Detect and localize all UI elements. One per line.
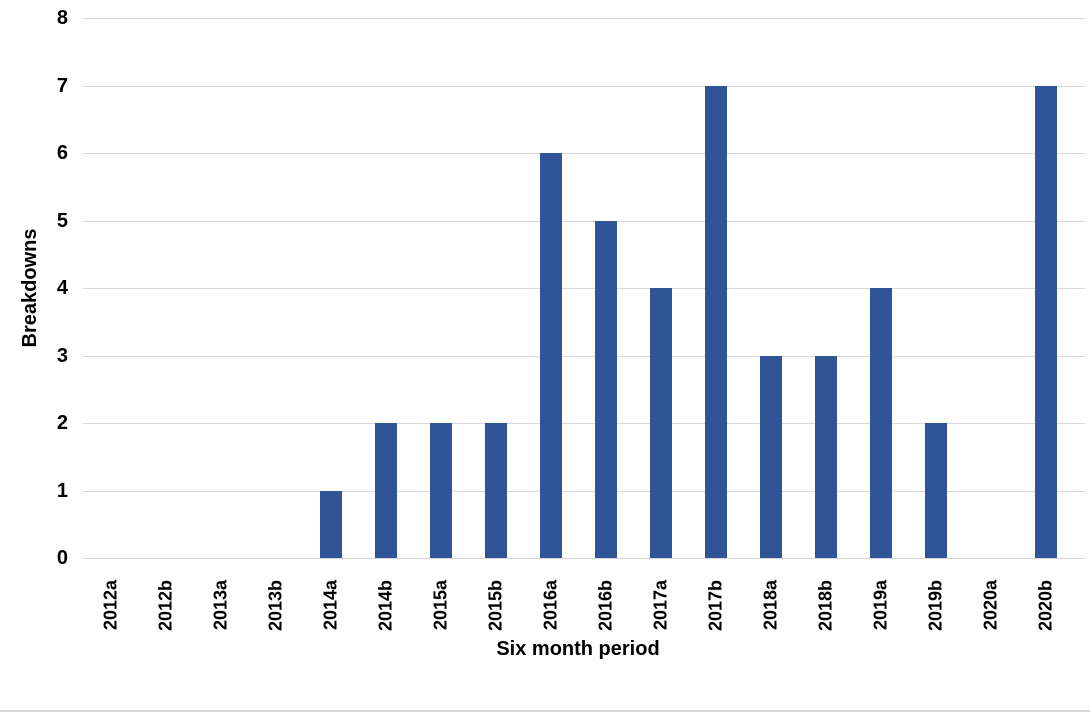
x-tick-label-2013b: 2013b <box>265 579 285 631</box>
x-axis-line <box>83 558 1085 559</box>
x-tick-label-2013a: 2013a <box>210 579 230 631</box>
y-tick-label: 7 <box>56 74 68 97</box>
x-tick-label-2012a: 2012a <box>100 579 120 631</box>
bar-2020b <box>1034 85 1057 558</box>
bar-2014b <box>374 423 397 558</box>
bar-2016b <box>594 220 617 558</box>
bar-2019a <box>869 288 892 558</box>
y-tick-label: 1 <box>56 479 68 502</box>
bar-2018b <box>814 355 837 558</box>
bar-2017a <box>649 288 672 558</box>
x-axis-title: Six month period <box>496 638 660 660</box>
x-tick-label-2014a: 2014a <box>320 579 340 631</box>
x-tick-label-2015a: 2015a <box>430 579 450 631</box>
x-tick-label-2014b: 2014b <box>375 579 395 631</box>
gridline <box>83 490 1085 492</box>
gridline <box>83 153 1085 154</box>
y-tick-label: 3 <box>56 344 68 367</box>
page-bottom-divider <box>0 710 1090 712</box>
bar-2015a <box>429 423 452 558</box>
y-tick-label: 0 <box>56 547 68 569</box>
bar-2016a <box>539 153 562 558</box>
y-tick-label: 2 <box>56 412 68 434</box>
gridline <box>83 288 1085 289</box>
x-tick-label-2017a: 2017a <box>650 579 670 631</box>
x-tick-label-2018b: 2018b <box>815 579 835 631</box>
y-tick-label: 6 <box>56 142 68 164</box>
gridline <box>83 355 1085 357</box>
y-axis-title: Breakdowns <box>19 228 41 348</box>
x-tick-label-2018a: 2018a <box>760 579 780 631</box>
bar-2017b <box>704 85 727 558</box>
x-tick-label-2020a: 2020a <box>980 579 1000 631</box>
x-tick-label-2019b: 2019b <box>925 579 945 631</box>
y-tick-label: 4 <box>56 277 68 299</box>
x-tick-label-2016b: 2016b <box>595 579 615 631</box>
gridline <box>83 18 1085 19</box>
x-tick-label-2016a: 2016a <box>540 579 560 631</box>
x-tick-label-2012b: 2012b <box>155 579 175 631</box>
bar-2015b <box>484 423 507 558</box>
gridline <box>83 423 1085 424</box>
x-tick-label-2019a: 2019a <box>870 579 890 631</box>
gridline <box>83 220 1085 222</box>
bar-2019b <box>924 423 947 558</box>
x-tick-label-2017b: 2017b <box>705 579 725 631</box>
y-tick-label: 8 <box>56 7 68 29</box>
x-tick-label-2020b: 2020b <box>1035 579 1055 631</box>
gridline <box>83 85 1085 87</box>
bar-2018a <box>759 355 782 558</box>
bar-2014a <box>319 490 342 558</box>
y-tick-label: 5 <box>56 209 68 232</box>
x-tick-label-2015b: 2015b <box>485 579 505 631</box>
